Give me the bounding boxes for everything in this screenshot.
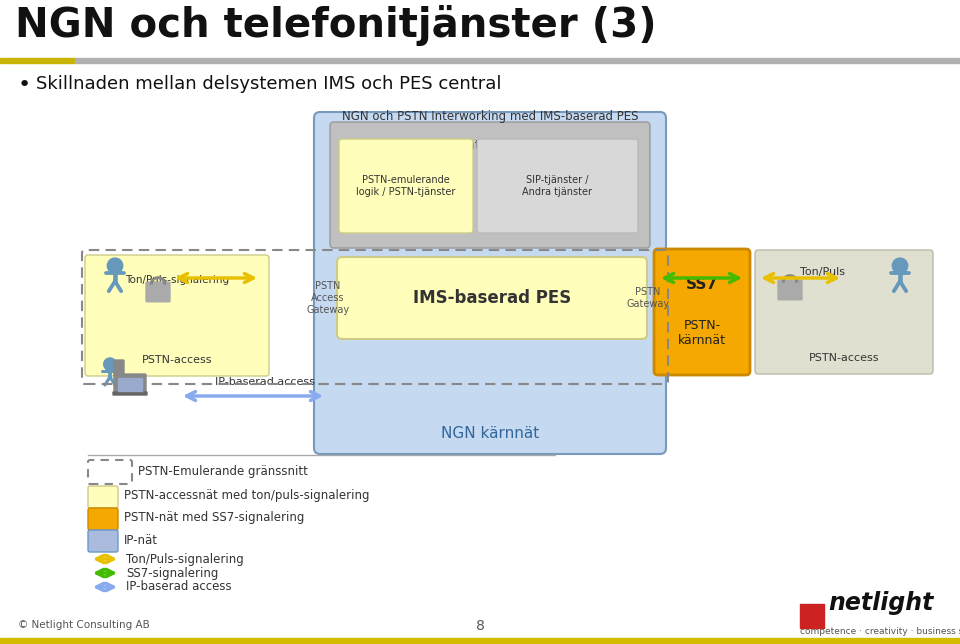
Text: Ton/Puls-signalering: Ton/Puls-signalering — [126, 553, 244, 565]
FancyBboxPatch shape — [755, 250, 933, 374]
Text: Applikationsservrar: Applikationsservrar — [429, 139, 551, 152]
Text: Ton/Puls-signalering: Ton/Puls-signalering — [125, 275, 229, 285]
FancyBboxPatch shape — [339, 139, 473, 233]
Text: PSTN-access: PSTN-access — [808, 353, 879, 363]
Text: IMS-baserad PES: IMS-baserad PES — [413, 289, 571, 307]
Text: Ton/Puls: Ton/Puls — [800, 267, 845, 277]
FancyBboxPatch shape — [114, 374, 146, 394]
Text: IP-baserad access: IP-baserad access — [126, 580, 231, 594]
Text: SIP-tjänster /
Andra tjänster: SIP-tjänster / Andra tjänster — [522, 175, 592, 197]
Text: 8: 8 — [475, 619, 485, 633]
Text: NGN kärnnät: NGN kärnnät — [441, 426, 540, 441]
Text: SS7-signalering: SS7-signalering — [126, 567, 218, 580]
Bar — [0, 638, 960, 644]
FancyBboxPatch shape — [88, 508, 118, 530]
Text: •: • — [18, 75, 32, 95]
FancyBboxPatch shape — [88, 486, 118, 508]
FancyBboxPatch shape — [146, 282, 170, 302]
Text: PSTN-nät med SS7-signalering: PSTN-nät med SS7-signalering — [124, 511, 304, 524]
FancyBboxPatch shape — [113, 392, 147, 395]
Bar — [0, 58, 75, 63]
Bar — [75, 58, 960, 63]
Text: PSTN-
kärnnät: PSTN- kärnnät — [678, 319, 726, 347]
FancyBboxPatch shape — [118, 378, 142, 391]
Text: PSTN
Gateway: PSTN Gateway — [627, 287, 669, 309]
Text: PSTN-accessnät med ton/puls-signalering: PSTN-accessnät med ton/puls-signalering — [124, 489, 370, 502]
FancyBboxPatch shape — [85, 255, 269, 376]
Text: IP-baserad access: IP-baserad access — [215, 377, 315, 387]
Text: PSTN-access: PSTN-access — [142, 355, 212, 365]
Bar — [800, 604, 824, 628]
Circle shape — [108, 258, 123, 274]
Text: PSTN-emulerande
logik / PSTN-tjänster: PSTN-emulerande logik / PSTN-tjänster — [356, 175, 456, 197]
FancyBboxPatch shape — [337, 257, 647, 339]
Text: NGN och PSTN Interworking med IMS-baserad PES: NGN och PSTN Interworking med IMS-basera… — [342, 110, 638, 123]
FancyBboxPatch shape — [330, 122, 650, 248]
Circle shape — [892, 258, 908, 274]
Text: Skillnaden mellan delsystemen IMS och PES central: Skillnaden mellan delsystemen IMS och PE… — [36, 75, 501, 93]
FancyBboxPatch shape — [654, 249, 750, 375]
Circle shape — [104, 358, 116, 370]
FancyBboxPatch shape — [88, 530, 118, 552]
Text: © Netlight Consulting AB: © Netlight Consulting AB — [18, 620, 150, 630]
Text: SS7: SS7 — [686, 277, 718, 292]
Text: PSTN-Emulerande gränssnitt: PSTN-Emulerande gränssnitt — [138, 464, 308, 477]
FancyBboxPatch shape — [477, 139, 638, 233]
FancyBboxPatch shape — [114, 360, 124, 376]
Text: competence · creativity · business sense: competence · creativity · business sense — [800, 627, 960, 636]
FancyBboxPatch shape — [314, 112, 666, 454]
Text: NGN och telefonitjänster (3): NGN och telefonitjänster (3) — [15, 5, 657, 46]
Text: IP-nät: IP-nät — [124, 533, 158, 547]
Text: netlight: netlight — [828, 591, 933, 615]
Text: PSTN
Access
Gateway: PSTN Access Gateway — [306, 281, 349, 315]
FancyBboxPatch shape — [778, 280, 802, 300]
